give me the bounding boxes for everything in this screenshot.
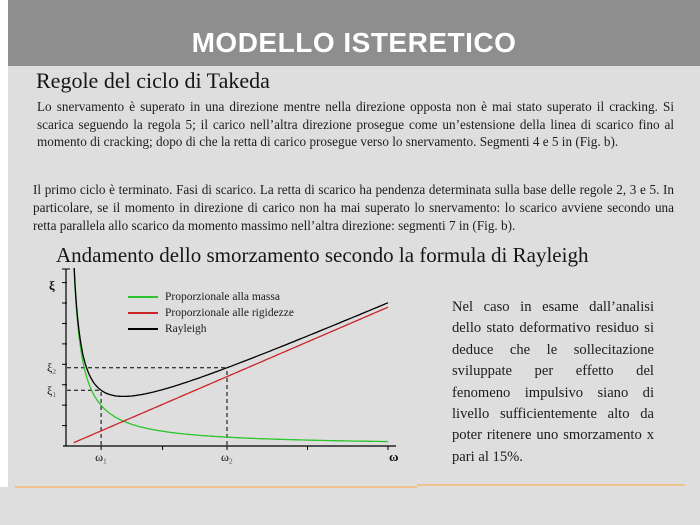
section-heading-takeda: Regole del ciclo di Takeda <box>36 68 270 93</box>
paragraph-unloading-rules: Lo snervamento è superato in una direzio… <box>37 99 674 150</box>
curve-sum-rayleigh <box>73 268 389 398</box>
section-heading-rayleigh: Andamento dello smorzamento secondo la f… <box>56 243 589 267</box>
legend-line-swatch <box>128 328 158 330</box>
legend-item: Proporzionale alla massa <box>128 289 294 305</box>
y-axis-label: ξ <box>49 278 55 293</box>
footer-divider-right <box>417 484 685 486</box>
x-axis-label: ω <box>389 449 399 464</box>
legend-label: Proporzionale alla massa <box>165 291 280 303</box>
slide-left-margin <box>0 0 8 487</box>
legend-item: Proporzionale alle rigidezze <box>128 305 294 321</box>
curve-stiffness-proportional <box>73 306 389 444</box>
damping-chart-canvas: ξ ω ξ2 ξ1 ω1 ω2 <box>47 268 399 466</box>
legend-label: Rayleigh <box>165 323 207 335</box>
legend-line-swatch <box>128 312 158 314</box>
slide-header: MODELLO ISTERETICO <box>8 0 700 66</box>
legend-item: Rayleigh <box>128 321 294 337</box>
marker-label-omega1: ω1 <box>95 450 107 466</box>
marker-label-omega2: ω2 <box>221 450 233 466</box>
footer-divider-left <box>15 486 417 488</box>
marker-label-xi1: ξ1 <box>47 383 56 399</box>
legend-line-swatch <box>128 296 158 298</box>
damping-chart: ξ ω ξ2 ξ1 ω1 ω2 Proporzionale alla massa Propo… <box>45 268 405 468</box>
slide-title: MODELLO ISTERETICO <box>191 27 517 58</box>
chart-legend: Proporzionale alla massa Proporzionale al… <box>128 289 294 337</box>
legend-label: Proporzionale alle rigidezze <box>165 307 294 319</box>
marker-label-xi2: ξ2 <box>47 361 56 377</box>
paragraph-first-cycle: Il primo ciclo è terminato. Fasi di scar… <box>33 182 674 234</box>
side-note-damping: Nel caso in esame dall’analisi dello sta… <box>452 299 654 465</box>
curve-mass-proportional <box>73 268 388 443</box>
